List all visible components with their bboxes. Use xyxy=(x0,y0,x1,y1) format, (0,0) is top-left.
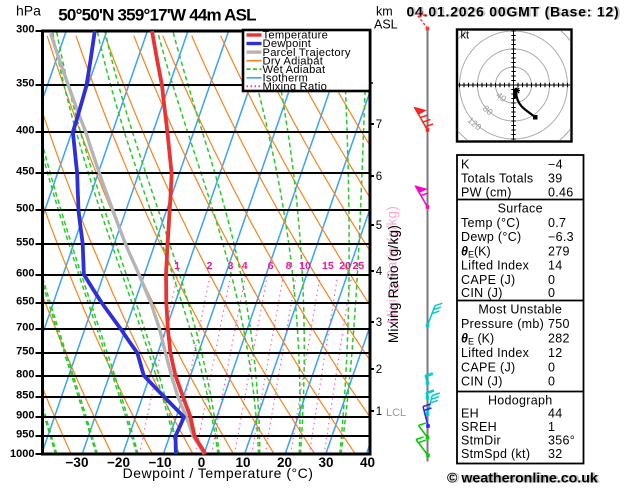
svg-text:Totals Totals: Totals Totals xyxy=(461,172,533,186)
svg-text:Temperature: Temperature xyxy=(263,30,329,42)
svg-text:3: 3 xyxy=(376,317,382,329)
svg-text:4: 4 xyxy=(376,266,383,278)
svg-text:−30: −30 xyxy=(66,455,89,470)
svg-text:Parcel Trajectory: Parcel Trajectory xyxy=(263,47,351,59)
svg-text:km: km xyxy=(376,5,393,19)
svg-text:12: 12 xyxy=(548,346,563,360)
svg-text:0.46: 0.46 xyxy=(548,186,574,200)
svg-text:25: 25 xyxy=(353,260,365,272)
svg-text:−4: −4 xyxy=(548,158,563,172)
svg-text:0: 0 xyxy=(548,361,555,375)
svg-text:400: 400 xyxy=(16,125,34,137)
svg-text:8: 8 xyxy=(286,260,292,272)
svg-text:750: 750 xyxy=(548,317,570,331)
svg-text:40: 40 xyxy=(494,90,508,104)
svg-text:0: 0 xyxy=(548,375,555,389)
svg-text:−6.3: −6.3 xyxy=(548,230,574,244)
svg-text:3: 3 xyxy=(228,260,234,272)
svg-text:50°50'N 359°17'W 44m ASL: 50°50'N 359°17'W 44m ASL xyxy=(58,6,256,25)
svg-text:−20: −20 xyxy=(107,455,130,470)
svg-text:7: 7 xyxy=(376,119,382,131)
svg-text:900: 900 xyxy=(16,410,34,422)
svg-text:80: 80 xyxy=(481,103,495,117)
svg-text:CAPE (J): CAPE (J) xyxy=(461,273,516,287)
svg-text:2: 2 xyxy=(207,260,213,272)
svg-text:15: 15 xyxy=(322,260,334,272)
svg-text:500: 500 xyxy=(16,203,34,215)
svg-text:300: 300 xyxy=(16,24,34,36)
svg-text:1: 1 xyxy=(548,420,555,434)
svg-text:−10: −10 xyxy=(149,455,172,470)
svg-text:450: 450 xyxy=(16,166,34,178)
svg-text:750: 750 xyxy=(16,346,34,358)
svg-text:θE (K): θE (K) xyxy=(461,332,494,347)
svg-text:Dewpoint: Dewpoint xyxy=(263,38,312,50)
svg-text:2: 2 xyxy=(376,364,382,376)
svg-text:5: 5 xyxy=(376,220,382,232)
svg-text:EH: EH xyxy=(461,407,479,421)
svg-text:1: 1 xyxy=(376,406,382,418)
svg-text:04.01.2026 00GMT (Base: 12): 04.01.2026 00GMT (Base: 12) xyxy=(406,4,619,20)
svg-text:279: 279 xyxy=(548,244,570,258)
svg-text:0: 0 xyxy=(548,273,555,287)
svg-text:Dewp (°C): Dewp (°C) xyxy=(461,230,521,244)
svg-text:0.7: 0.7 xyxy=(548,216,566,230)
svg-text:356°: 356° xyxy=(548,434,575,448)
svg-text:Mixing Ratio (g/kg): Mixing Ratio (g/kg) xyxy=(385,206,400,324)
svg-text:Mixing Ratio: Mixing Ratio xyxy=(263,81,328,93)
svg-text:0: 0 xyxy=(548,286,555,300)
svg-text:Isotherm: Isotherm xyxy=(263,73,309,85)
svg-text:Wet Adiabat: Wet Adiabat xyxy=(263,64,327,76)
svg-text:Mixing Ratio (g/kg): Mixing Ratio (g/kg) xyxy=(386,225,401,343)
svg-text:600: 600 xyxy=(16,268,34,280)
svg-text:Temp (°C): Temp (°C) xyxy=(461,216,520,230)
svg-text:StmSpd (kt): StmSpd (kt) xyxy=(461,447,530,461)
svg-text:1000: 1000 xyxy=(10,448,34,460)
svg-text:PW (cm): PW (cm) xyxy=(461,186,512,200)
svg-text:550: 550 xyxy=(16,237,34,249)
svg-text:14: 14 xyxy=(548,259,563,273)
svg-text:650: 650 xyxy=(16,296,34,308)
svg-text:20: 20 xyxy=(339,260,351,272)
svg-text:Pressure (mb): Pressure (mb) xyxy=(461,317,544,331)
svg-text:Dry Adiabat: Dry Adiabat xyxy=(263,55,324,67)
svg-text:kt: kt xyxy=(461,30,470,42)
svg-text:39: 39 xyxy=(548,172,563,186)
svg-text:Most Unstable: Most Unstable xyxy=(478,303,562,317)
svg-text:StmDir: StmDir xyxy=(461,434,501,448)
svg-text:350: 350 xyxy=(16,78,34,90)
svg-text:0: 0 xyxy=(198,455,206,470)
svg-text:32: 32 xyxy=(548,447,563,461)
svg-text:10: 10 xyxy=(299,260,311,272)
svg-text:LCL: LCL xyxy=(386,407,406,419)
svg-text:K: K xyxy=(461,158,470,172)
svg-text:6: 6 xyxy=(376,171,382,183)
svg-text:4: 4 xyxy=(242,260,248,272)
svg-text:© weatheronline.co.uk: © weatheronline.co.uk xyxy=(447,471,598,487)
svg-text:1: 1 xyxy=(174,260,180,272)
svg-text:282: 282 xyxy=(548,332,570,346)
svg-text:ASL: ASL xyxy=(374,18,398,32)
svg-text:Surface: Surface xyxy=(498,202,543,216)
svg-text:10: 10 xyxy=(235,455,250,470)
svg-text:CIN (J): CIN (J) xyxy=(461,286,503,300)
svg-text:6: 6 xyxy=(268,260,274,272)
svg-text:20: 20 xyxy=(277,455,292,470)
svg-text:850: 850 xyxy=(16,390,34,402)
svg-text:θE(K): θE(K) xyxy=(461,244,491,259)
svg-text:700: 700 xyxy=(16,322,34,334)
svg-text:30: 30 xyxy=(318,455,333,470)
svg-text:Lifted Index: Lifted Index xyxy=(461,259,530,273)
svg-text:CAPE (J): CAPE (J) xyxy=(461,361,516,375)
svg-text:800: 800 xyxy=(16,369,34,381)
svg-text:SREH: SREH xyxy=(461,420,497,434)
svg-text:hPa: hPa xyxy=(16,3,41,19)
svg-text:Lifted Index: Lifted Index xyxy=(461,346,530,360)
svg-text:Dewpoint / Temperature (°C): Dewpoint / Temperature (°C) xyxy=(123,465,314,481)
svg-text:CIN (J): CIN (J) xyxy=(461,375,503,389)
svg-text:Hodograph: Hodograph xyxy=(488,394,553,408)
svg-text:40: 40 xyxy=(360,455,375,470)
svg-text:950: 950 xyxy=(16,429,34,441)
svg-text:44: 44 xyxy=(548,407,563,421)
